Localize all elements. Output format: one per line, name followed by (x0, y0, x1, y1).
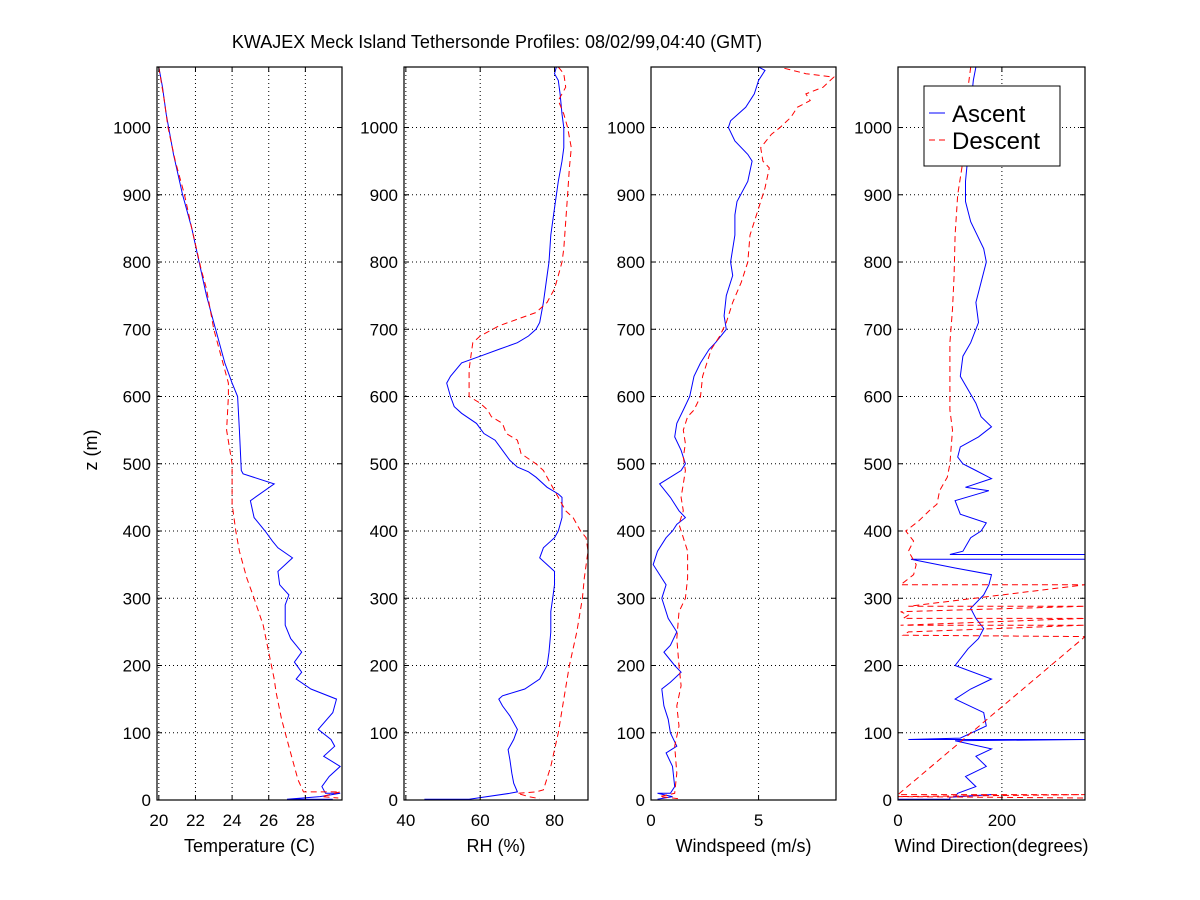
descent-line (158, 67, 341, 799)
x-tick-label: 26 (259, 811, 278, 830)
y-tick-label: 300 (617, 589, 645, 608)
y-tick-label: 300 (370, 589, 398, 608)
x-tick-label: 40 (396, 811, 415, 830)
panel-temperature: 0 100 200 300 400 500 600 700 800 900 1000 20 22 24 26… (113, 66, 343, 856)
y-tick-label: 400 (617, 522, 645, 541)
y-tick-label: 100 (617, 724, 645, 743)
y-tick-label: 400 (123, 522, 151, 541)
x-tick-label: 80 (545, 811, 564, 830)
ascent-line (158, 67, 342, 800)
y-tick-label: 300 (123, 589, 151, 608)
y-tick-label: 600 (617, 388, 645, 407)
x-tick-label: 22 (186, 811, 205, 830)
y-tick-label: 100 (864, 724, 892, 743)
descent-line (659, 67, 835, 800)
y-tick-label: 800 (617, 253, 645, 272)
axes-frame (156, 66, 343, 801)
panel-wind_direction: 0 100 200 300 400 500 600 700 800 900 1000 0 200 Wind… (854, 66, 1089, 856)
y-tick-label: 800 (123, 253, 151, 272)
figure-title: KWAJEX Meck Island Tethersonde Profiles:… (232, 32, 762, 52)
y-tick-label: 900 (617, 186, 645, 205)
y-tick-label: 500 (864, 455, 892, 474)
panel-rh: 0 100 200 300 400 500 600 700 800 900 1000 40 60 80 RH… (360, 66, 589, 856)
y-tick-label: 700 (370, 320, 398, 339)
x-tick-label: 60 (471, 811, 490, 830)
x-tick-label: 5 (754, 811, 763, 830)
y-tick-label: 900 (864, 186, 892, 205)
panel-windspeed: 0 100 200 300 400 500 600 700 800 900 1000 0 5 Windsp… (607, 66, 837, 856)
y-tick-label: 100 (123, 724, 151, 743)
y-tick-label: 200 (864, 657, 892, 676)
y-tick-label: 600 (864, 388, 892, 407)
axes-frame (650, 66, 837, 801)
y-tick-label: 700 (617, 320, 645, 339)
x-tick-label: 0 (893, 811, 902, 830)
legend: Ascent Descent (923, 85, 1061, 167)
y-tick-label: 1000 (113, 119, 151, 138)
y-tick-label: 1000 (854, 119, 892, 138)
y-tick-label: 500 (123, 455, 151, 474)
y-tick-label: 500 (617, 455, 645, 474)
x-axis-label-rh: RH (%) (467, 836, 526, 856)
axes-frame (403, 66, 589, 801)
x-tick-label: 0 (646, 811, 655, 830)
ascent-line (898, 67, 1085, 800)
ascent-line (424, 67, 565, 800)
y-tick-label: 200 (123, 657, 151, 676)
ascent-line (652, 67, 766, 800)
y-tick-label: 700 (123, 320, 151, 339)
x-tick-label: 24 (223, 811, 242, 830)
x-tick-label: 20 (149, 811, 168, 830)
y-tick-label: 0 (389, 791, 398, 810)
x-axis-label-temperature: Temperature (C) (184, 836, 315, 856)
legend-box (923, 85, 1061, 167)
y-tick-label: 0 (636, 791, 645, 810)
y-tick-label: 900 (123, 186, 151, 205)
axes-frame (897, 66, 1086, 801)
y-tick-label: 300 (864, 589, 892, 608)
y-tick-label: 400 (864, 522, 892, 541)
legend-descent-label: Descent (952, 128, 1040, 155)
y-tick-label: 900 (370, 186, 398, 205)
y-tick-label: 600 (370, 388, 398, 407)
y-tick-label: 200 (617, 657, 645, 676)
y-tick-label: 700 (864, 320, 892, 339)
descent-line (468, 67, 588, 800)
y-axis-label: z (m) (81, 430, 101, 471)
y-tick-label: 400 (370, 522, 398, 541)
y-tick-label: 100 (370, 724, 398, 743)
y-tick-label: 1000 (360, 119, 398, 138)
y-tick-label: 600 (123, 388, 151, 407)
x-tick-label: 200 (988, 811, 1016, 830)
x-axis-label-windspeed: Windspeed (m/s) (675, 836, 811, 856)
y-tick-label: 0 (142, 791, 151, 810)
y-tick-label: 0 (883, 791, 892, 810)
y-tick-label: 800 (370, 253, 398, 272)
y-tick-label: 1000 (607, 119, 645, 138)
y-tick-label: 800 (864, 253, 892, 272)
y-tick-label: 200 (370, 657, 398, 676)
x-axis-label-wind_direction: Wind Direction(degrees) (894, 836, 1088, 856)
descent-line (898, 67, 1085, 799)
x-tick-label: 28 (296, 811, 315, 830)
y-tick-label: 500 (370, 455, 398, 474)
legend-ascent-label: Ascent (952, 101, 1026, 128)
